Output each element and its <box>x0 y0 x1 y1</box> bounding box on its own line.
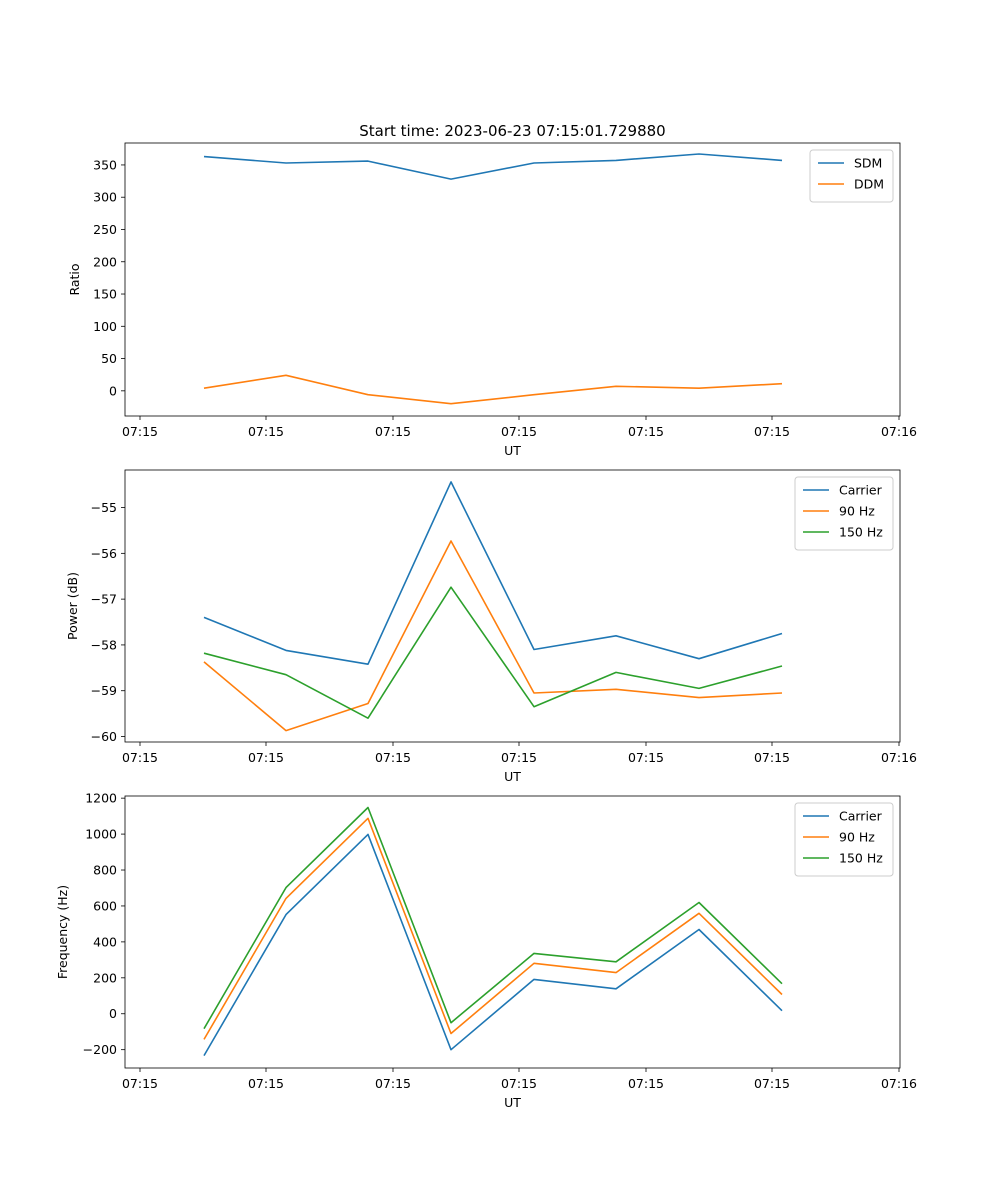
legend: SDM DDM <box>809 149 894 203</box>
y-tick-label: 150 <box>93 287 117 302</box>
series-line-sdm <box>203 153 783 180</box>
y-tick-label: 1000 <box>85 827 117 842</box>
legend-label: SDM <box>854 156 882 171</box>
y-axis-label: Power (dB) <box>65 572 80 640</box>
axes-frame <box>124 469 901 743</box>
y-tick-label: 1200 <box>85 791 117 806</box>
y-tick-label: 100 <box>93 319 117 334</box>
legend-label: 90 Hz <box>839 830 875 845</box>
y-axis-label: Frequency (Hz) <box>55 885 70 979</box>
y-tick-label: 0 <box>109 1006 117 1021</box>
x-tick-label: 07:15 <box>754 424 790 439</box>
subplot-frequency: 07:15 07:15 07:15 07:15 07:15 07:15 07:16 −200 0… <box>55 791 917 1110</box>
series-line-90-hz <box>203 540 783 732</box>
series-line-carrier <box>203 833 783 1057</box>
y-tick-label: 200 <box>93 970 117 985</box>
y-axis-label: Ratio <box>67 263 82 295</box>
series-line-90-hz <box>203 817 783 1040</box>
y-tick-label: −55 <box>91 500 117 515</box>
x-tick-label: 07:15 <box>248 750 284 765</box>
legend-label: 150 Hz <box>839 525 883 540</box>
subplot-ratio: 07:15 07:15 07:15 07:15 07:15 07:15 07:16 0 50 10… <box>67 142 917 458</box>
x-tick-label: 07:16 <box>881 1076 917 1091</box>
x-tick-label: 07:15 <box>375 750 411 765</box>
x-axis-label: UT <box>504 1095 521 1110</box>
y-tick-label: 50 <box>101 351 117 366</box>
x-tick-label: 07:15 <box>754 750 790 765</box>
y-tick-label: 350 <box>93 157 117 172</box>
x-tick-label: 07:15 <box>122 424 158 439</box>
series-line-ddm <box>203 374 783 405</box>
x-tick-label: 07:15 <box>501 1076 537 1091</box>
legend-label: DDM <box>854 177 884 192</box>
x-tick-label: 07:15 <box>248 1076 284 1091</box>
y-tick-label: −58 <box>91 637 117 652</box>
y-tick-label: −200 <box>83 1042 117 1057</box>
x-tick-label: 07:15 <box>628 750 664 765</box>
y-tick-label: 300 <box>93 190 117 205</box>
x-tick-label: 07:16 <box>881 750 917 765</box>
y-tick-label: 400 <box>93 934 117 949</box>
legend-label: 150 Hz <box>839 851 883 866</box>
x-tick-label: 07:15 <box>248 424 284 439</box>
x-tick-label: 07:15 <box>628 1076 664 1091</box>
legend: Carrier 90 Hz 150 Hz <box>794 476 894 551</box>
legend-label: Carrier <box>839 809 883 824</box>
x-tick-label: 07:15 <box>122 750 158 765</box>
subplot-power: 07:15 07:15 07:15 07:15 07:15 07:15 07:16 −60 −5… <box>65 469 917 784</box>
series-line-150-hz <box>203 806 783 1030</box>
y-tick-label: −59 <box>91 683 117 698</box>
y-tick-label: −60 <box>91 729 117 744</box>
y-tick-label: 0 <box>109 383 117 398</box>
x-tick-label: 07:15 <box>628 424 664 439</box>
x-tick-label: 07:15 <box>122 1076 158 1091</box>
legend-label: 90 Hz <box>839 504 875 519</box>
y-tick-label: −56 <box>91 546 117 561</box>
legend-label: Carrier <box>839 483 883 498</box>
x-tick-label: 07:15 <box>375 1076 411 1091</box>
y-tick-label: 250 <box>93 222 117 237</box>
x-axis-label: UT <box>504 769 521 784</box>
figure-title: Start time: 2023-06-23 07:15:01.729880 <box>359 122 665 140</box>
axes-frame <box>124 142 901 417</box>
legend: Carrier 90 Hz 150 Hz <box>794 802 894 877</box>
series-line-carrier <box>203 481 783 666</box>
y-tick-label: 200 <box>93 254 117 269</box>
series-line-150-hz <box>203 586 783 720</box>
x-tick-label: 07:16 <box>881 424 917 439</box>
y-tick-label: 800 <box>93 863 117 878</box>
x-tick-label: 07:15 <box>501 750 537 765</box>
x-axis-label: UT <box>504 443 521 458</box>
y-tick-label: −57 <box>91 592 117 607</box>
x-tick-label: 07:15 <box>501 424 537 439</box>
x-tick-label: 07:15 <box>754 1076 790 1091</box>
x-tick-label: 07:15 <box>375 424 411 439</box>
axes-frame <box>124 795 901 1069</box>
y-tick-label: 600 <box>93 898 117 913</box>
